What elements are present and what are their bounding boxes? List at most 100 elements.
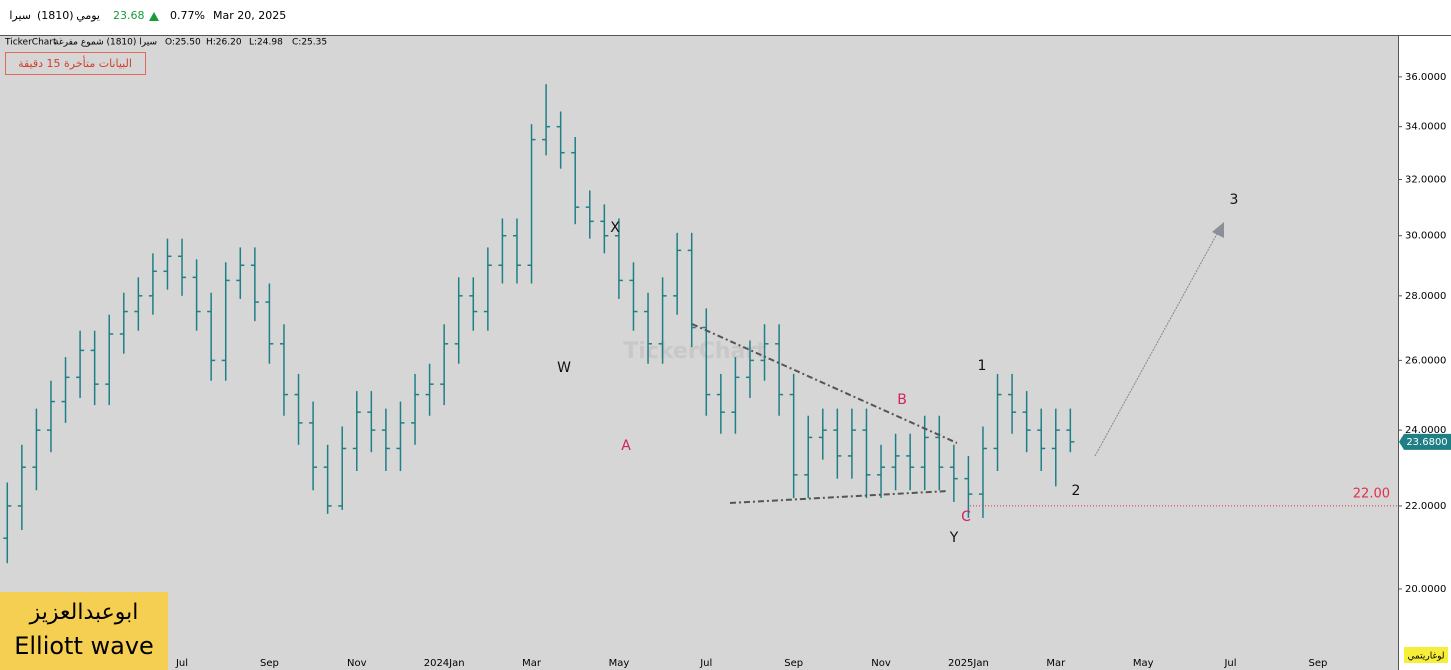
top-bar	[0, 0, 1451, 35]
price-bar	[731, 357, 740, 434]
price-bar	[454, 277, 463, 364]
scale-mode-box	[1404, 647, 1448, 663]
y-tick-label: 28.0000	[1405, 291, 1446, 302]
price-bar	[687, 232, 696, 348]
y-tick-label: 26.0000	[1405, 355, 1446, 366]
x-tick-label: 2024Jan	[424, 658, 465, 669]
plot: 20.0000 22.0000 24.0000 26.0000 28.0000 30.00…	[2, 72, 1451, 669]
price-bar	[411, 373, 420, 445]
reference-label: 22.00	[1353, 486, 1390, 501]
watermark: TickerChart	[623, 339, 767, 364]
x-tick-label: Jul	[1223, 658, 1236, 669]
up-arrow-icon	[149, 12, 159, 21]
price-bar	[1008, 373, 1017, 434]
change: 0.77%	[170, 9, 205, 22]
price-bar	[673, 232, 682, 315]
price-bar	[935, 415, 944, 491]
ohlc-open: O:25.50	[165, 38, 201, 48]
price-bar	[498, 218, 507, 284]
x-tick-label: Sep	[784, 658, 803, 669]
price-bar	[483, 247, 492, 331]
price-bar	[105, 314, 114, 406]
price-bar	[338, 426, 347, 510]
price-bar	[425, 363, 434, 416]
x-tick-label: 2025Jan	[948, 658, 989, 669]
price-bar	[1037, 408, 1046, 471]
price-bar	[760, 324, 769, 381]
delay-badge-box	[5, 52, 146, 75]
price-bar	[658, 277, 667, 364]
price-bar	[775, 324, 784, 416]
wave-label: 2	[1072, 483, 1081, 499]
price-bar	[949, 444, 958, 502]
price-bar	[279, 324, 288, 416]
delay-badge: البيانات متأخرة 15 دقيقة	[18, 55, 132, 70]
price-bar	[440, 324, 449, 406]
x-tick-label: May	[609, 658, 630, 669]
wave-label: B	[897, 392, 907, 408]
price-bar	[891, 433, 900, 491]
price-bar	[294, 373, 303, 445]
price-bar	[600, 204, 609, 254]
y-tick-label: 36.0000	[1405, 72, 1446, 83]
price-bar	[644, 292, 653, 364]
price-bar	[1022, 391, 1031, 453]
price-bar	[789, 373, 798, 499]
price-bar	[148, 253, 157, 315]
price-bar	[862, 408, 871, 499]
price-bar	[192, 259, 201, 331]
price-bar	[381, 408, 390, 471]
date: Mar 20, 2025	[213, 9, 286, 22]
y-tick-label: 22.0000	[1405, 501, 1446, 512]
wave-label: 3	[1230, 192, 1239, 208]
price-bar	[847, 408, 856, 479]
x-tick-label: Nov	[871, 658, 891, 669]
price-bar	[469, 277, 478, 331]
code: (1810)	[37, 9, 74, 22]
price-bar	[46, 380, 55, 453]
y-tick-label: 32.0000	[1405, 175, 1446, 186]
price: 23.68	[113, 9, 145, 22]
y-tick-label: 20.0000	[1405, 584, 1446, 595]
price-bar	[585, 190, 594, 239]
price-bar	[236, 247, 245, 299]
last-price-label: 23.6800	[1406, 437, 1447, 448]
x-tick-label: Jul	[699, 658, 712, 669]
price-bar	[396, 401, 405, 471]
ohlc-low: L:24.98	[249, 38, 283, 48]
x-tick-label: Nov	[347, 658, 367, 669]
ohlc-high: H:26.20	[206, 38, 242, 48]
brand: TickerChart	[4, 38, 57, 48]
x-tick-label: Sep	[1308, 658, 1327, 669]
price-bar	[134, 277, 143, 331]
price-bar	[702, 308, 711, 416]
y-tick-label: 34.0000	[1405, 122, 1446, 133]
y-axis-area	[1398, 36, 1451, 670]
y-tick-label: 24.0000	[1405, 425, 1446, 436]
symbol: سيرا	[9, 9, 31, 22]
x-tick-label: May	[1133, 658, 1154, 669]
price-bar	[265, 283, 274, 364]
price-bar	[978, 426, 987, 518]
wave-label: C	[961, 509, 971, 525]
wave-label: W	[557, 360, 571, 376]
x-tick-label: Mar	[522, 658, 542, 669]
price-bar	[90, 330, 99, 406]
subtitle: Elliott wave	[14, 632, 154, 660]
wave-label: X	[610, 220, 620, 236]
price-bar	[309, 401, 318, 491]
price-bar	[716, 373, 725, 434]
period: يومي	[76, 9, 100, 22]
x-tick-label: Mar	[1046, 658, 1066, 669]
wave-label: 1	[978, 358, 987, 374]
price-bar	[542, 84, 551, 156]
price-bar	[367, 391, 376, 453]
price-bar	[877, 444, 886, 499]
price-bar	[3, 482, 12, 564]
last-price-tag	[1399, 433, 1451, 450]
price-bar	[527, 124, 536, 284]
price-bar	[352, 391, 361, 471]
wave-label: Y	[949, 530, 959, 546]
price-bar	[221, 262, 230, 381]
plot-area	[0, 36, 1398, 670]
